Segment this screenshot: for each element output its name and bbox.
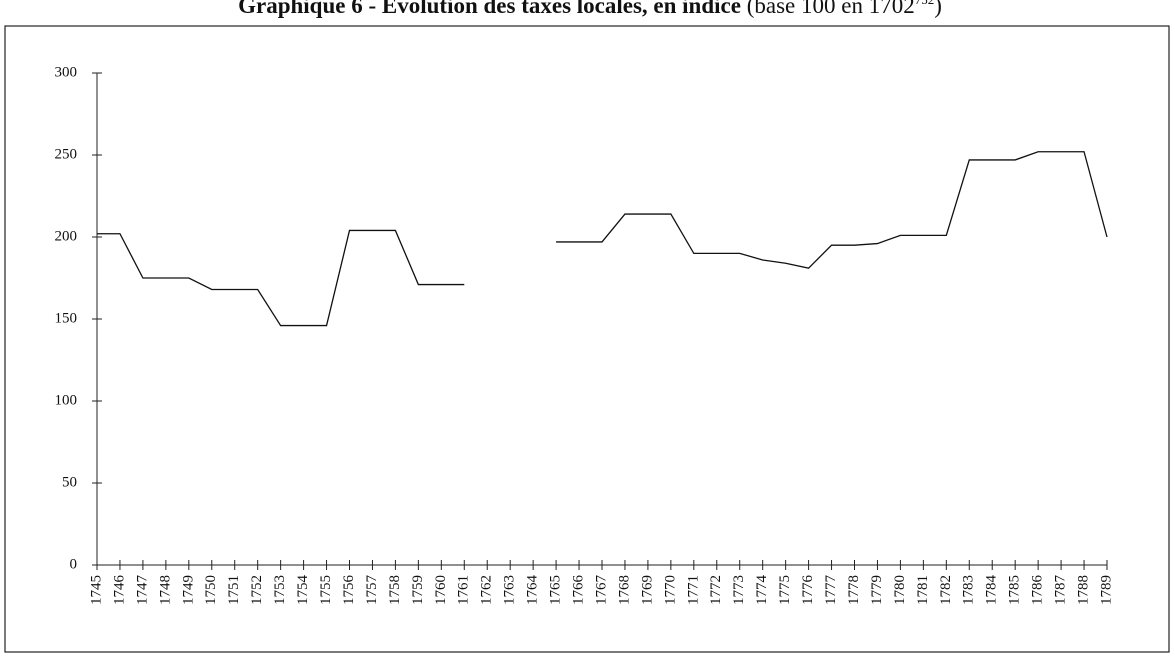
frame — [4, 25, 1170, 653]
x-tick-label: 1786 — [1030, 575, 1046, 606]
x-tick-label: 1747 — [134, 575, 150, 606]
x-tick-label: 1745 — [88, 575, 104, 605]
x-tick-label: 1777 — [823, 575, 839, 606]
x-tick-label: 1750 — [203, 575, 219, 605]
x-tick-label: 1767 — [593, 575, 609, 606]
chart-title-line: Graphique 6 - Évolution des taxes locale… — [238, 0, 942, 18]
x-tick-label: 1756 — [341, 575, 357, 606]
x-tick-label: 1776 — [800, 575, 816, 606]
x-tick-label: 1752 — [249, 575, 265, 605]
x-tick-label: 1762 — [479, 575, 495, 605]
y-tick-label: 0 — [70, 556, 78, 572]
x-tick-label: 1787 — [1053, 575, 1069, 606]
x-tick-label: 1768 — [616, 575, 632, 605]
x-tick-label: 1781 — [915, 575, 931, 605]
footnote-mark: 752 — [915, 0, 935, 7]
x-tick-label: 1759 — [410, 575, 426, 605]
x-tick-label: 1779 — [869, 575, 885, 605]
y-tick-label: 300 — [55, 64, 78, 80]
x-tick-label: 1784 — [984, 575, 1000, 606]
x-tick-label: 1751 — [226, 575, 242, 605]
x-tick-label: 1774 — [754, 575, 770, 606]
x-tick-label: 1789 — [1098, 575, 1114, 605]
x-tick-label: 1766 — [570, 575, 586, 606]
chart-subtitle: (base 100 en 1702 — [747, 0, 915, 18]
x-tick-label: 1761 — [456, 575, 472, 605]
x-tick-label: 1755 — [318, 575, 334, 605]
x-tick-label: 1782 — [938, 575, 954, 605]
data-line — [97, 151, 1108, 327]
x-tick-label: 1775 — [777, 575, 793, 605]
x-tick-label: 1783 — [961, 575, 977, 605]
chart-title: Graphique 6 - Évolution des taxes locale… — [238, 0, 741, 18]
x-tick-label: 1770 — [662, 575, 678, 605]
x-tick-label: 1788 — [1075, 575, 1091, 605]
x-tick-label: 1760 — [433, 575, 449, 605]
y-tick-label: 150 — [55, 310, 78, 326]
x-tick-label: 1753 — [272, 575, 288, 605]
y-tick-label: 200 — [55, 228, 78, 244]
x-tick-label: 1780 — [892, 575, 908, 605]
x-tick-label: 1773 — [731, 575, 747, 605]
y-tick-label: 250 — [55, 146, 78, 162]
x-tick-label: 1763 — [502, 575, 518, 605]
x-tick-label: 1758 — [387, 575, 403, 605]
x-tick-label: 1772 — [708, 575, 724, 605]
subtitle-end: ) — [934, 0, 942, 18]
x-tick-label: 1757 — [364, 575, 380, 606]
x-tick-label: 1765 — [548, 575, 564, 605]
x-tick-label: 1771 — [685, 575, 701, 605]
y-tick-label: 100 — [55, 392, 78, 408]
x-tick-label: 1769 — [639, 575, 655, 605]
y-tick-label: 50 — [62, 474, 77, 490]
x-tick-label: 1764 — [525, 575, 541, 606]
x-tick-label: 1754 — [295, 575, 311, 606]
x-tick-label: 1746 — [111, 575, 127, 606]
x-tick-label: 1748 — [157, 575, 173, 605]
x-tick-label: 1749 — [180, 575, 196, 605]
x-tick-label: 1778 — [846, 575, 862, 605]
x-tick-label: 1785 — [1007, 575, 1023, 605]
